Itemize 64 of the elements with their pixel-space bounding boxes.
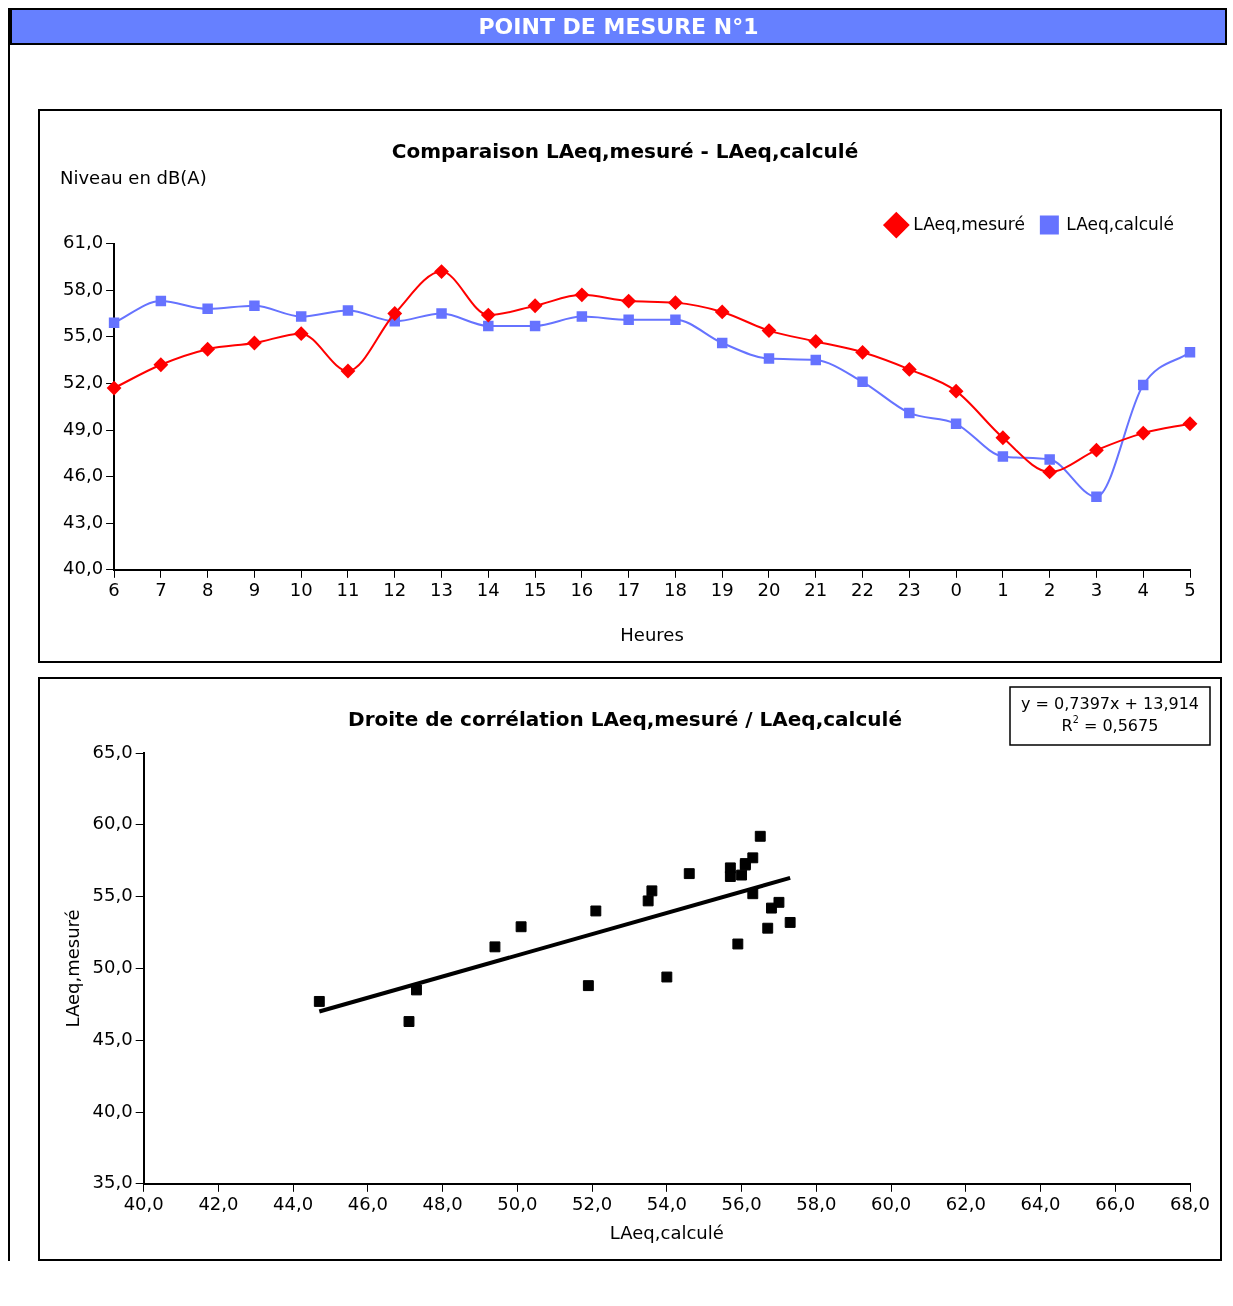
legend-label: LAeq,calculé: [1066, 213, 1174, 234]
x-tick-label: 50,0: [497, 1193, 538, 1215]
x-tick-label: 44,0: [273, 1193, 314, 1215]
y-tick-label: 49,0: [63, 417, 104, 439]
x-axis-title: LAeq,calculé: [609, 1221, 724, 1243]
x-tick-label: 20: [757, 579, 781, 601]
y-tick-label: 65,0: [92, 740, 133, 762]
y-axis-title: LAeq,mesuré: [62, 909, 84, 1028]
x-tick-label: 52,0: [572, 1193, 613, 1215]
y-tick-label: 35,0: [92, 1171, 133, 1193]
x-tick-label: 40,0: [123, 1193, 164, 1215]
y-tick-label: 55,0: [92, 884, 133, 906]
x-tick-label: 6: [108, 579, 120, 601]
y-tick-label: 43,0: [63, 510, 104, 532]
x-tick-label: 12: [383, 579, 407, 601]
x-tick-label: 66,0: [1095, 1193, 1136, 1215]
text: y = 0,7397x + 13,914: [1020, 694, 1200, 714]
y-tick-label: 50,0: [92, 956, 133, 978]
x-tick-label: 5: [1184, 579, 1196, 601]
x-tick-label: 10: [289, 579, 313, 601]
x-tick-label: 42,0: [198, 1193, 239, 1215]
x-tick-label: 21: [804, 579, 828, 601]
x-tick-label: 62,0: [945, 1193, 986, 1215]
x-tick-label: 13: [430, 579, 453, 601]
x-tick-label: 17: [617, 579, 641, 601]
y-tick-label: 58,0: [63, 277, 104, 299]
x-tick-label: 4: [1137, 579, 1149, 601]
x-tick-label: 9: [248, 579, 261, 601]
y-tick-label: 40,0: [63, 557, 104, 579]
x-tick-label: 1: [997, 579, 1009, 601]
x-tick-label: 2: [1043, 579, 1056, 601]
chart-title: Comparaison LAeq,mesuré - LAeq,calculé: [391, 139, 859, 164]
x-tick-label: 46,0: [347, 1193, 388, 1215]
y-tick-label: 55,0: [63, 324, 104, 346]
text: POINT DE MESURE N°1: [10, 8, 1227, 45]
y-tick-label: 52,0: [63, 371, 104, 393]
x-tick-label: 54,0: [646, 1193, 687, 1215]
x-tick-label: 0: [950, 579, 962, 601]
x-tick-label: 23: [897, 579, 921, 601]
x-tick-label: 18: [663, 579, 687, 601]
y-tick-label: 45,0: [92, 1027, 133, 1049]
x-tick-label: 48,0: [422, 1193, 463, 1215]
y-tick-label: 60,0: [92, 812, 133, 834]
x-tick-label: 14: [476, 579, 500, 601]
y-axis-title: Niveau en dB(A): [60, 167, 207, 189]
x-tick-label: 68,0: [1169, 1193, 1211, 1215]
x-tick-label: 22: [851, 579, 874, 601]
x-tick-label: 11: [336, 579, 360, 601]
x-tick-label: 56,0: [721, 1193, 762, 1215]
x-tick-label: 8: [201, 579, 214, 601]
x-tick-label: 3: [1090, 579, 1103, 601]
x-tick-label: 7: [155, 579, 167, 601]
chart-title: Droite de corrélation LAeq,mesuré / LAeq,calculé: [348, 707, 902, 732]
x-tick-label: 19: [710, 579, 734, 601]
x-tick-label: 58,0: [796, 1193, 837, 1215]
x-tick-label: 16: [570, 579, 594, 601]
legend-label: LAeq,mesuré: [913, 213, 1025, 234]
y-tick-label: 61,0: [63, 231, 104, 253]
x-axis-title: Heures: [620, 623, 684, 645]
x-tick-label: 60,0: [871, 1193, 912, 1215]
x-tick-label: 15: [523, 579, 547, 601]
x-tick-label: 64,0: [1020, 1193, 1061, 1215]
y-tick-label: 40,0: [92, 1099, 133, 1121]
y-tick-label: 46,0: [63, 464, 104, 486]
